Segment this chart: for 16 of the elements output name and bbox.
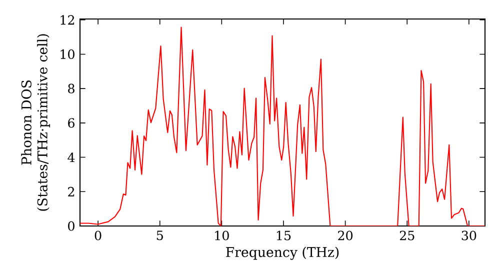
x-tick-label: 15 (276, 230, 291, 240)
x-tick-label: 5 (156, 230, 163, 240)
x-tick-label: 25 (400, 230, 414, 240)
x-tick-label: 20 (338, 230, 353, 240)
y-tick-label: 6 (68, 118, 74, 128)
x-tick-label: 30 (462, 230, 476, 240)
x-tick-label: 0 (94, 230, 102, 240)
y-axis-title: Phonon DOS (States/THz·primitive cell) (21, 34, 50, 211)
y-tick-label: 2 (68, 186, 74, 196)
y-tick-label: 4 (68, 152, 75, 162)
x-axis-title: Frequency (THz) (226, 246, 339, 260)
y-tick-label: 8 (68, 84, 74, 94)
x-tick-label: 10 (215, 230, 229, 240)
y-tick-label: 12 (60, 15, 74, 25)
y-tick-label: 0 (68, 221, 74, 231)
y-tick-label: 10 (60, 49, 74, 60)
